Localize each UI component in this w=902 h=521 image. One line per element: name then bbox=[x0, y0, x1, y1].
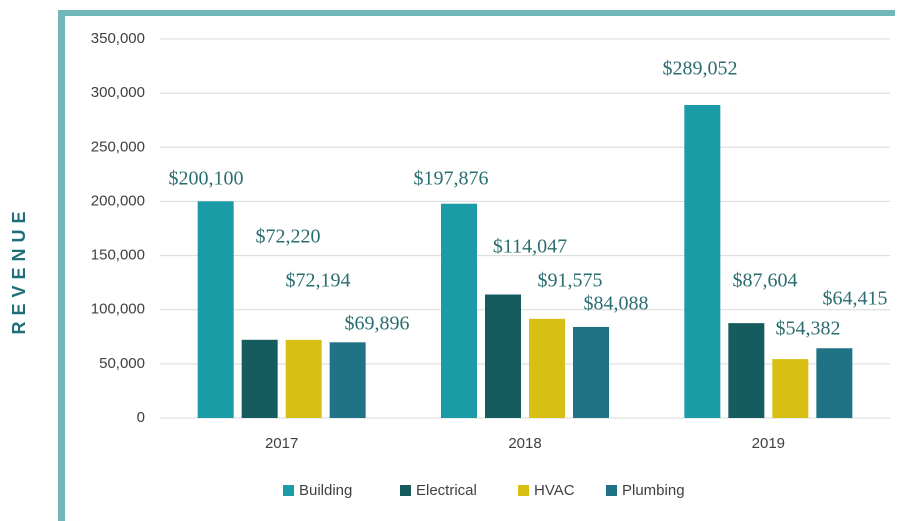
frame-top bbox=[58, 10, 895, 16]
data-label: $72,220 bbox=[256, 226, 321, 248]
bar bbox=[241, 339, 278, 418]
legend-label: HVAC bbox=[534, 482, 575, 499]
x-tick-label: 2019 bbox=[752, 435, 785, 452]
legend-label: Electrical bbox=[416, 482, 477, 499]
bar bbox=[529, 318, 565, 418]
bar bbox=[573, 326, 609, 418]
y-tick-label: 100,000 bbox=[91, 301, 145, 318]
bar bbox=[441, 203, 477, 418]
bar bbox=[684, 104, 721, 418]
y-tick-label: 300,000 bbox=[91, 84, 145, 101]
bar bbox=[816, 348, 853, 418]
data-label: $114,047 bbox=[493, 236, 567, 258]
x-tick-label: 2018 bbox=[508, 435, 541, 452]
legend-label: Plumbing bbox=[622, 482, 685, 499]
bar bbox=[485, 294, 521, 418]
bar bbox=[728, 323, 765, 418]
legend-label: Building bbox=[299, 482, 352, 499]
legend-swatch bbox=[518, 485, 529, 496]
data-label: $64,415 bbox=[823, 288, 888, 310]
bar bbox=[197, 201, 234, 418]
bar bbox=[285, 339, 322, 418]
data-label: $289,052 bbox=[663, 58, 738, 80]
data-label: $200,100 bbox=[169, 168, 244, 190]
y-tick-label: 50,000 bbox=[99, 355, 145, 372]
legend-swatch bbox=[283, 485, 294, 496]
y-tick-label: 0 bbox=[137, 409, 145, 426]
bar bbox=[329, 342, 366, 418]
y-tick-label: 250,000 bbox=[91, 138, 145, 155]
y-axis-label: REVENUE bbox=[9, 205, 29, 334]
frame-left bbox=[58, 10, 65, 521]
bar bbox=[772, 359, 809, 418]
y-tick-label: 350,000 bbox=[91, 30, 145, 47]
y-tick-label: 150,000 bbox=[91, 247, 145, 264]
legend-swatch bbox=[606, 485, 617, 496]
legend-swatch bbox=[400, 485, 411, 496]
data-label: $69,896 bbox=[345, 313, 410, 335]
data-label: $72,194 bbox=[286, 270, 351, 292]
data-label: $54,382 bbox=[776, 318, 841, 340]
x-tick-label: 2017 bbox=[265, 435, 298, 452]
data-label: $87,604 bbox=[733, 270, 798, 292]
data-label: $91,575 bbox=[538, 270, 603, 292]
data-label: $197,876 bbox=[414, 168, 489, 190]
data-label: $84,088 bbox=[584, 293, 649, 315]
y-tick-label: 200,000 bbox=[91, 192, 145, 209]
